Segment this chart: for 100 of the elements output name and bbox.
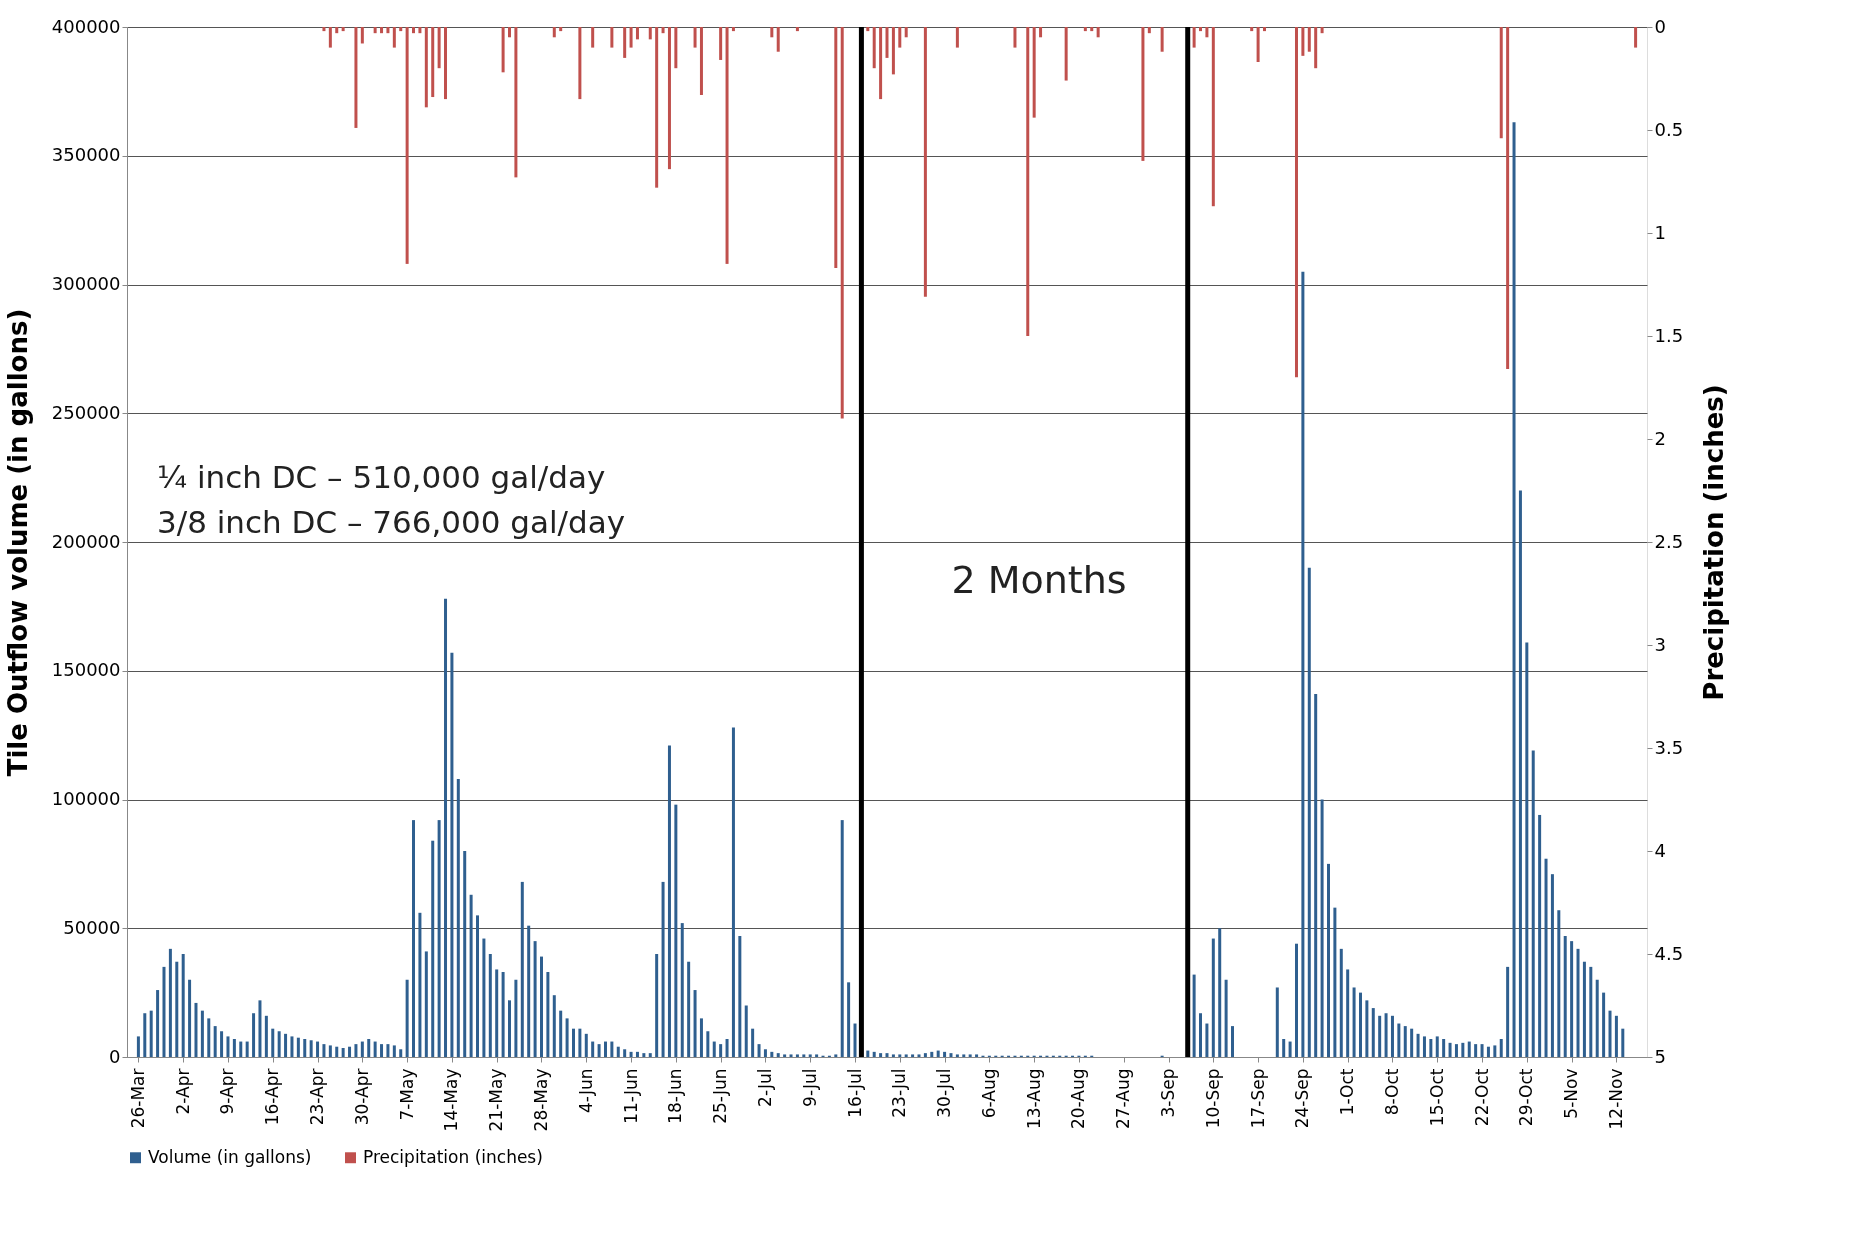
bar — [1493, 1045, 1497, 1057]
bar — [168, 948, 172, 1057]
bar — [386, 27, 390, 34]
bar — [1090, 27, 1094, 32]
bar — [1218, 928, 1222, 1057]
bar — [725, 1038, 729, 1057]
bar — [1461, 1042, 1465, 1057]
bar — [303, 1038, 307, 1057]
bar — [1346, 969, 1350, 1057]
bar — [623, 1049, 627, 1057]
bar — [328, 1045, 332, 1057]
bar — [789, 1054, 793, 1057]
bar — [1013, 27, 1017, 48]
bar — [1531, 750, 1535, 1057]
bar — [207, 1018, 211, 1057]
bar — [546, 972, 550, 1057]
x-tick-label: 9-Apr — [217, 1068, 238, 1115]
bar — [770, 27, 774, 38]
x-tick-label: 7-May — [396, 1068, 417, 1121]
bar — [1083, 27, 1087, 32]
bar — [834, 1054, 838, 1057]
x-tick-label: 5-Nov — [1561, 1068, 1582, 1119]
bar — [501, 972, 505, 1057]
bar — [680, 923, 684, 1057]
y-tick-label: 0 — [109, 1045, 121, 1067]
bar — [1467, 1041, 1471, 1057]
bar — [1307, 567, 1311, 1057]
bar — [232, 1038, 236, 1057]
bar — [1378, 1015, 1382, 1057]
bar — [1454, 1044, 1458, 1057]
bar — [392, 27, 396, 48]
bar — [968, 1054, 972, 1057]
bar — [603, 1041, 607, 1057]
bar — [834, 27, 838, 269]
bar — [322, 1044, 326, 1057]
bar — [488, 954, 492, 1057]
bar — [424, 951, 428, 1057]
annotation: ¼ inch DC – 510,000 gal/day — [157, 459, 606, 495]
bar — [373, 1041, 377, 1057]
bar — [795, 1054, 799, 1057]
x-tick-label: 26-Mar — [127, 1068, 148, 1129]
x-tick-label: 25-Jun — [710, 1068, 731, 1124]
bar — [1263, 27, 1266, 32]
bar — [1256, 27, 1260, 63]
bar — [258, 1000, 262, 1057]
bar — [872, 27, 876, 69]
bar — [699, 27, 703, 95]
bar — [520, 881, 524, 1057]
bar — [1390, 1015, 1394, 1057]
bar — [917, 1054, 921, 1057]
y-tick-label: 350000 — [51, 144, 121, 166]
bar — [795, 27, 799, 32]
bar — [354, 27, 358, 128]
bar — [661, 881, 665, 1057]
legend-label: Precipitation (inches) — [363, 1146, 543, 1167]
bar — [1141, 27, 1145, 161]
bar — [1602, 992, 1606, 1057]
bar — [578, 1028, 582, 1057]
bar — [290, 1036, 294, 1057]
bar — [1576, 948, 1580, 1057]
bar — [200, 1010, 204, 1057]
annotation: 2 Months — [951, 558, 1127, 602]
bar — [1570, 941, 1574, 1057]
bar — [1384, 1013, 1388, 1057]
bar — [661, 27, 665, 34]
bar — [706, 1031, 710, 1057]
bar — [149, 1010, 153, 1057]
bar — [840, 820, 844, 1057]
bar — [1205, 1023, 1209, 1057]
bar — [1192, 27, 1196, 48]
bar — [386, 1044, 390, 1057]
x-tick-label: 3-Sep — [1158, 1068, 1179, 1118]
x-tick-label: 18-Jun — [665, 1068, 686, 1124]
x-tick-label: 4-Jun — [575, 1068, 596, 1113]
bar — [648, 27, 652, 40]
bar — [559, 1010, 563, 1057]
bar — [399, 1049, 403, 1057]
bar — [1339, 948, 1343, 1057]
bar — [1224, 979, 1228, 1057]
bar — [552, 995, 556, 1057]
bar — [456, 778, 460, 1057]
x-tick-label: 16-Apr — [262, 1068, 283, 1126]
bar — [437, 820, 441, 1057]
bar — [885, 1053, 889, 1057]
bar — [1211, 938, 1215, 1057]
bar — [136, 1036, 140, 1057]
bar — [1512, 122, 1516, 1057]
bar — [354, 1044, 358, 1057]
x-tick-label: 11-Jun — [620, 1068, 641, 1124]
bar — [1595, 979, 1599, 1057]
x-tick-label: 24-Sep — [1292, 1068, 1313, 1129]
bar — [1147, 27, 1151, 34]
bar — [552, 27, 556, 38]
bar — [399, 27, 403, 32]
bar — [514, 27, 518, 178]
bar — [316, 1041, 320, 1057]
bar — [418, 912, 422, 1057]
bar — [1294, 943, 1298, 1057]
bar — [693, 27, 697, 48]
bar — [360, 27, 364, 44]
